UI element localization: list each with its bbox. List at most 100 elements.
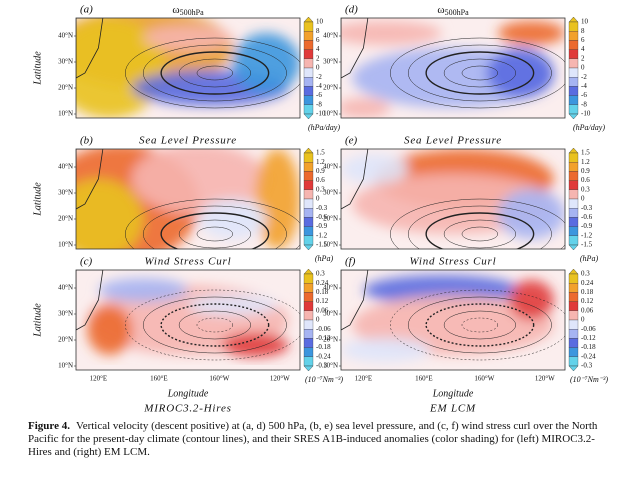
shading-blob: [199, 199, 267, 239]
colorbar-tick-label: -1.2: [316, 231, 328, 239]
shading: [341, 21, 565, 118]
lat-tick-label: 10°N: [323, 110, 338, 118]
colorbar-segment: [303, 319, 314, 330]
colorbar-segment: [303, 152, 314, 163]
lat-tick-label: 30°N: [323, 189, 338, 197]
colorbar-tick-label: 10: [316, 18, 324, 26]
colorbar-segment: [568, 58, 579, 69]
colorbar-segment: [568, 31, 579, 41]
colorbar-segment: [303, 67, 314, 78]
shading-blob: [341, 98, 391, 118]
lat-tick-label: 10°N: [58, 110, 73, 118]
colorbar-tick-label: 0.9: [581, 167, 590, 175]
colorbar-segment: [568, 152, 579, 163]
colorbar-tick-label: 0.6: [316, 176, 325, 184]
colorbar-tick-label: -0.3: [581, 204, 593, 212]
contour: [142, 44, 287, 102]
lat-tick-label: 30°N: [58, 189, 73, 197]
x-axis-label: Longitude: [167, 388, 209, 399]
colorbar-segment: [303, 171, 314, 181]
panel-label: (a): [80, 4, 93, 16]
colorbar-unit: (hPa/day): [573, 123, 605, 132]
colorbar-segment: [568, 104, 579, 115]
land: [76, 270, 104, 331]
map-frame: [340, 148, 566, 250]
land: [341, 18, 369, 79]
shading: [76, 18, 300, 118]
colorbar-tick-label: -0.24: [581, 352, 596, 360]
colorbar-tick-label: 0.18: [581, 288, 594, 296]
map-frame: [75, 17, 301, 119]
colorbar-segment: [568, 208, 579, 218]
shading-blob: [98, 278, 188, 302]
shading-blob: [188, 295, 278, 315]
contour: [425, 212, 535, 249]
y-axis-label: Latitude: [32, 182, 43, 217]
colorbar-segment: [568, 171, 579, 181]
colorbar-tick-label: -8: [581, 100, 587, 108]
colorbar-tick-label: 8: [581, 27, 585, 35]
colorbar-tick-label: 0.24: [581, 279, 594, 287]
title-symbol: ω: [172, 4, 179, 16]
colorbar-segment: [303, 104, 314, 115]
contour: [443, 219, 516, 249]
colorbar-tick-label: 1.5: [316, 149, 325, 157]
colorbar-cap: [568, 113, 579, 120]
colorbar-segment: [303, 31, 314, 41]
figure: (a) ω500hPa40°N30°N20°N10°NLatitude108642…: [32, 4, 608, 415]
colorbar-cap: [568, 16, 579, 23]
colorbar-segment: [303, 40, 314, 50]
colorbar-cap: [568, 365, 579, 372]
contour: [160, 51, 270, 95]
panel-title: Wind Stress Curl: [410, 256, 497, 268]
y-axis-label: Latitude: [32, 303, 43, 338]
colorbar-segment: [303, 208, 314, 218]
colorbar-tick-label: 6: [581, 36, 585, 44]
panel-title: ω500hPa: [172, 4, 204, 17]
colorbar-segment: [303, 189, 314, 200]
contour: [125, 37, 300, 109]
map-frame: [75, 269, 301, 371]
colorbar-segment: [303, 356, 314, 367]
colorbar-tick-label: -0.12: [581, 334, 596, 342]
colorbar-tick-label: 0.3: [316, 185, 325, 193]
lat-tick-label: 20°N: [58, 84, 73, 92]
column-label: MIROC3.2-Hires: [143, 403, 231, 415]
colorbar-tick-label: 0.3: [581, 185, 590, 193]
colorbar-segment: [568, 235, 579, 246]
panel-label: (b): [80, 135, 93, 147]
shading-blob: [221, 333, 289, 357]
colorbar-tick-label: 0.3: [316, 270, 325, 278]
lon-tick-label: 120°E: [90, 375, 108, 383]
land: [76, 18, 104, 79]
colorbar-segment: [303, 283, 314, 293]
colorbar-unit: (hPa): [315, 254, 334, 263]
contour: [425, 303, 535, 347]
colorbar-segment: [568, 338, 579, 348]
colorbar-segment: [303, 235, 314, 246]
caption-label: Figure 4.: [28, 420, 70, 432]
colorbar-tick-label: -1.5: [316, 241, 328, 249]
colorbar-segment: [303, 198, 314, 209]
contour: [178, 58, 251, 88]
lon-tick-label: 160°W: [474, 375, 494, 383]
lon-tick-label: 160°W: [209, 375, 229, 383]
lat-tick-label: 20°N: [323, 215, 338, 223]
colorbar-tick-label: 0: [581, 195, 585, 203]
map-panel: [76, 270, 300, 370]
colorbar-segment: [568, 86, 579, 96]
contour: [390, 37, 565, 109]
colorbar-segment: [303, 49, 314, 59]
colorbar-tick-label: 0.3: [581, 270, 590, 278]
colorbar-segment: [303, 347, 314, 357]
colorbar-tick-label: 4: [316, 45, 320, 53]
colorbar-tick-label: -1.2: [581, 231, 593, 239]
colorbar-tick-label: 0: [581, 64, 585, 72]
colorbar-tick-label: 10: [581, 18, 589, 26]
contour: [160, 212, 270, 249]
lat-tick-label: 20°N: [323, 84, 338, 92]
colorbar-segment: [568, 329, 579, 339]
colorbar-tick-label: 8: [316, 27, 320, 35]
colorbar-tick-label: 0.12: [581, 297, 594, 305]
